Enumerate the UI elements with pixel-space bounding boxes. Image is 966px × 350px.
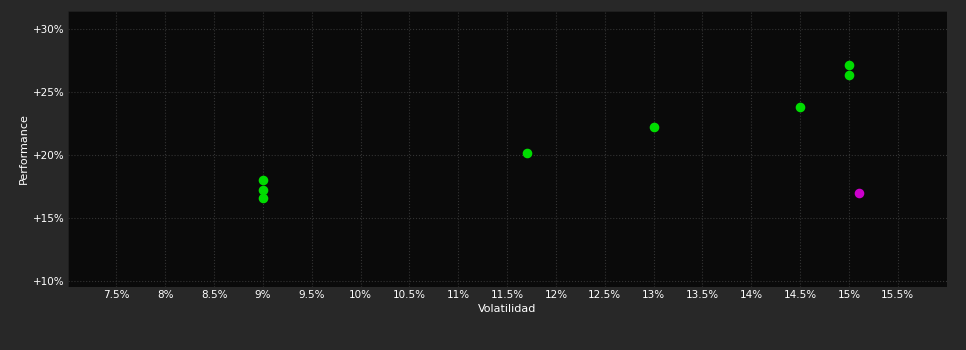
Point [841,72,857,77]
Point [792,105,808,110]
Point [646,125,662,130]
Y-axis label: Performance: Performance [19,113,29,184]
Point [255,195,270,201]
Point [841,62,857,67]
Point [851,190,867,196]
Point [255,188,270,193]
Point [519,150,534,155]
Point [255,177,270,183]
X-axis label: Volatilidad: Volatilidad [478,304,536,314]
